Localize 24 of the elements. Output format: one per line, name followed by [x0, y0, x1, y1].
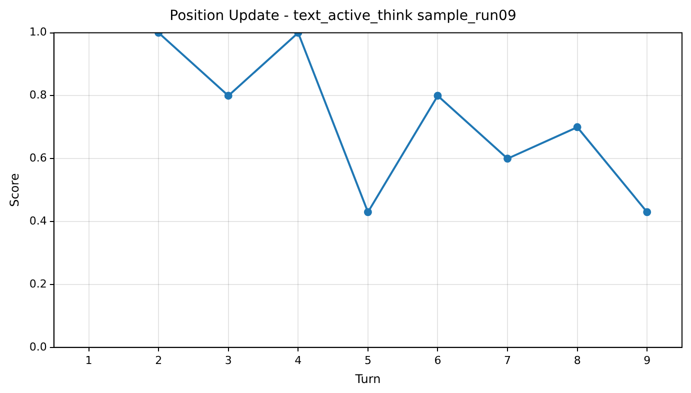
y-tick-label: 0.8 [29, 88, 47, 102]
x-tick-label: 9 [644, 354, 651, 367]
y-tick-label: 0.0 [29, 340, 47, 354]
point [364, 208, 372, 216]
y-tick-label: 1.0 [29, 26, 47, 39]
x-axis-title: Turn [354, 372, 381, 386]
x-tick-label: 8 [574, 354, 581, 367]
point [434, 92, 442, 100]
y-tick-label: 0.2 [29, 277, 47, 290]
point [224, 92, 232, 100]
x-tick-label: 1 [85, 354, 92, 367]
point [643, 208, 652, 216]
y-tick-label: 0.6 [29, 152, 47, 164]
x-tick-label: 6 [434, 354, 442, 367]
y-axis-title: Score [7, 173, 22, 207]
x-tick-label: 2 [155, 354, 162, 367]
x-tick-label: 4 [294, 354, 302, 367]
x-tick-label: 3 [224, 354, 232, 367]
y-tick-label: 0.4 [29, 214, 47, 228]
x-tick-label: 5 [364, 354, 372, 367]
chart-title: Position Update - text_active_think sample_run09 [170, 8, 516, 24]
x-tick-label: 7 [504, 354, 512, 367]
point [573, 123, 582, 132]
point [504, 154, 512, 163]
